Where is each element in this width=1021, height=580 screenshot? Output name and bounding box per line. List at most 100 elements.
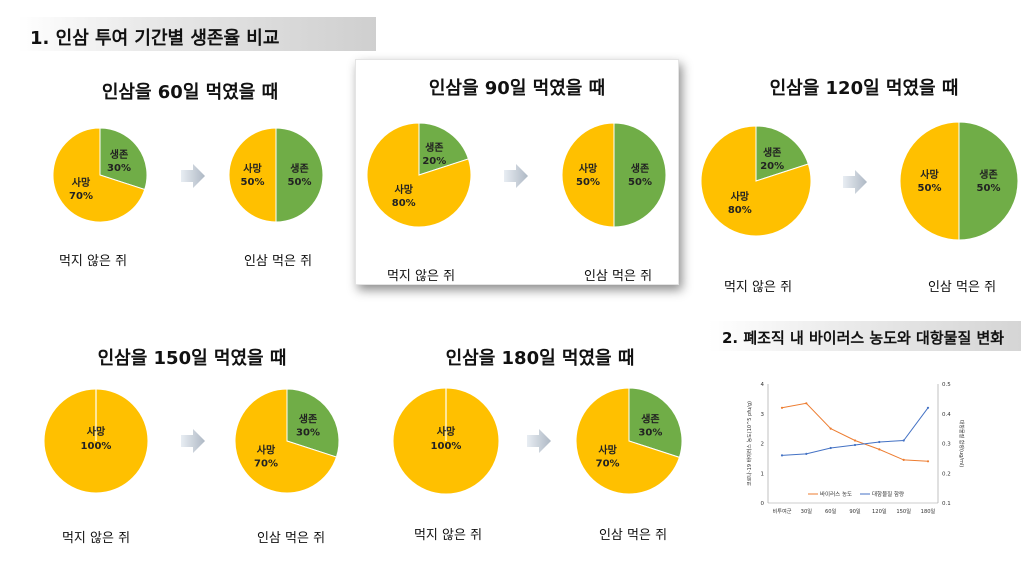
survive-label: 생존	[299, 413, 317, 426]
death-label: 사망	[731, 190, 750, 203]
virus-point	[902, 458, 905, 461]
defense-point	[805, 452, 808, 455]
death-value: 50%	[241, 177, 265, 188]
survive-value: 30%	[638, 427, 662, 438]
control-pie: 생존 20% 사망 80%	[366, 122, 472, 228]
legend-defense-label: 대항물질 함량	[872, 490, 904, 498]
virus-point	[805, 402, 808, 405]
section2-header-bar	[708, 321, 1021, 351]
survive-value: 50%	[628, 177, 652, 188]
survive-label: 생존	[979, 168, 997, 181]
treated-caption: 인삼 먹은 쥐	[583, 269, 653, 284]
arrow-shape	[181, 429, 205, 453]
right-arrow-icon	[527, 429, 551, 453]
death-slice	[561, 122, 615, 228]
left-tick-label: 3	[761, 412, 765, 418]
survive-value: 50%	[977, 183, 1001, 194]
death-label: 사망	[579, 162, 598, 175]
right-arrow-icon	[843, 170, 867, 194]
death-label: 사망	[920, 168, 939, 181]
survive-slice	[628, 387, 683, 459]
treated-pie: 생존 50% 사망 50%	[561, 122, 667, 228]
section1-title: 1. 인삼 투여 기간별 생존율 비교	[30, 28, 280, 49]
left-axis-label: 코로나-19 바이러스 농도(10^5 pfu/g)	[746, 401, 753, 486]
death-slice	[234, 388, 338, 494]
survive-value: 20%	[422, 156, 446, 167]
treated-pie: 생존 50% 사망 50%	[228, 127, 324, 223]
death-value: 100%	[81, 441, 112, 452]
defense-point	[926, 406, 930, 409]
survive-label: 생존	[631, 162, 649, 175]
panel-title: 인삼을 180일 먹였을 때	[445, 348, 635, 369]
x-tick-label: 180일	[921, 507, 936, 515]
section2-title: 2. 폐조직 내 바이러스 농도와 대항물질 변화	[722, 329, 1005, 347]
left-tick-label: 2	[761, 442, 765, 448]
treated-pie: 생존 30% 사망 70%	[575, 387, 683, 495]
death-slice	[899, 121, 960, 241]
x-tick-label: 30일	[801, 507, 813, 515]
arrow-shape	[843, 170, 867, 194]
arrow-shape	[504, 164, 528, 188]
survive-slice	[613, 122, 667, 228]
death-value: 70%	[254, 458, 278, 469]
treated-caption: 인삼 먹은 쥐	[243, 254, 313, 269]
death-slice	[52, 127, 146, 223]
survive-value: 30%	[296, 428, 320, 439]
treated-caption: 인삼 먹은 쥐	[598, 528, 668, 543]
death-label: 사망	[394, 183, 413, 196]
defense-point	[780, 454, 784, 457]
survive-slice	[286, 388, 340, 458]
treated-caption: 인삼 먹은 쥐	[256, 531, 326, 546]
defense-point	[878, 440, 881, 444]
death-slice	[700, 125, 812, 237]
survive-label: 생존	[110, 148, 128, 161]
death-slice	[575, 387, 681, 495]
section1-header-bar	[18, 17, 376, 51]
treated-pie: 생존 30% 사망 70%	[234, 388, 340, 494]
x-tick-label: 비투여군	[772, 507, 791, 515]
right-axis-label: 대항물질 함량(ug/ml)	[958, 420, 965, 467]
right-tick-label: 0.4	[942, 412, 951, 418]
death-label: 사망	[598, 444, 617, 457]
x-tick-label: 60일	[825, 507, 837, 515]
panel-title: 인삼을 90일 먹였을 때	[428, 78, 606, 99]
death-value: 70%	[596, 459, 620, 470]
virus-series-line	[781, 402, 929, 462]
survive-slice	[418, 122, 470, 176]
control-caption: 먹지 않은 쥐	[61, 531, 131, 546]
defense-point	[853, 443, 857, 447]
death-label: 사망	[243, 162, 262, 175]
virus-point	[829, 427, 832, 430]
survive-label: 생존	[763, 146, 781, 159]
death-label: 사망	[87, 425, 106, 438]
death-value: 80%	[728, 205, 752, 216]
death-value: 50%	[918, 183, 942, 194]
right-tick-label: 0.1	[942, 501, 951, 507]
control-pie: 생존 30% 사망 70%	[52, 127, 148, 223]
control-pie: 생존 20% 사망 80%	[700, 125, 812, 237]
survive-value: 20%	[760, 161, 784, 172]
panel-title: 인삼을 150일 먹였을 때	[97, 348, 287, 369]
survive-label: 생존	[641, 412, 659, 425]
right-tick-label: 0.3	[942, 442, 951, 448]
right-tick-label: 0.5	[942, 382, 951, 388]
treated-caption: 인삼 먹은 쥐	[927, 280, 997, 295]
death-label: 사망	[437, 425, 456, 438]
death-value: 100%	[431, 441, 462, 452]
death-value: 70%	[69, 191, 93, 202]
death-label: 사망	[257, 443, 276, 456]
left-tick-label: 0	[761, 501, 765, 507]
death-slice	[228, 127, 277, 223]
arrow-shape	[527, 429, 551, 453]
treated-pie: 생존 50% 사망 50%	[899, 121, 1019, 241]
survive-slice	[755, 125, 809, 182]
control-pie: 사망 100%	[392, 387, 500, 495]
legend-virus-label: 바이러스 농도	[820, 490, 852, 498]
control-caption: 먹지 않은 쥐	[386, 269, 456, 284]
virus-defense-line-chart: 0 1 2 3 4 0.1 0.2 0.3 0.4 0.5 비투여군 30일 60일 90일 120일 150…	[746, 382, 965, 515]
x-tick-label: 120일	[872, 507, 887, 515]
x-tick-label: 150일	[896, 507, 911, 515]
virus-point	[853, 439, 857, 442]
survive-label: 생존	[425, 141, 443, 154]
death-value: 50%	[576, 177, 600, 188]
